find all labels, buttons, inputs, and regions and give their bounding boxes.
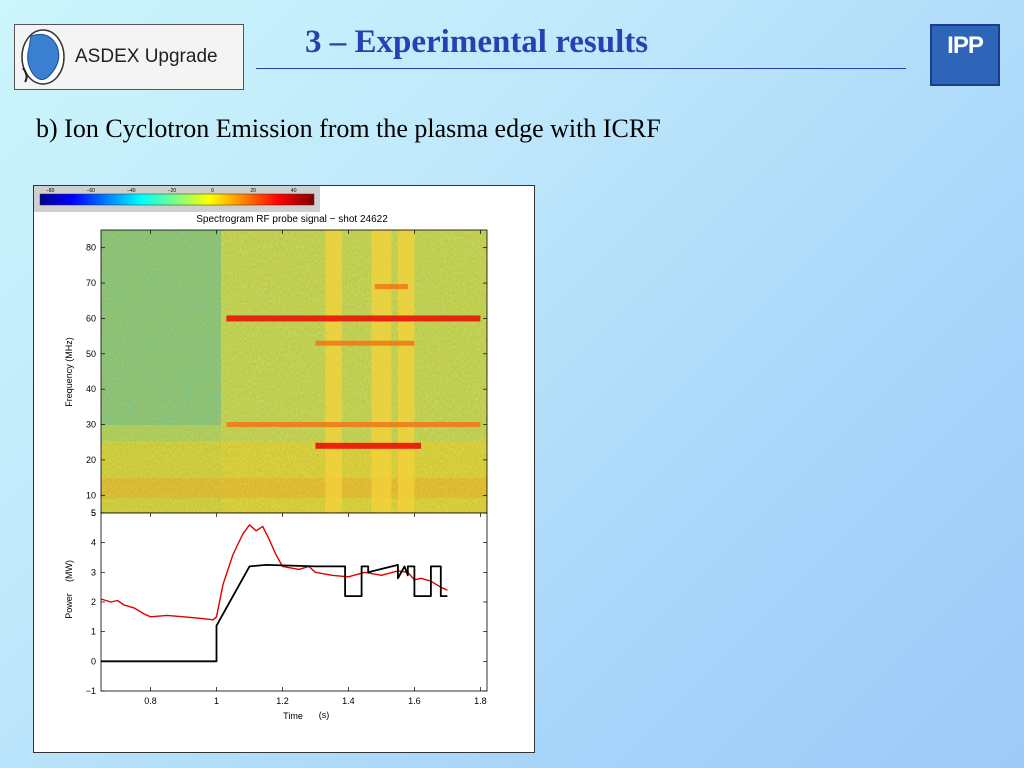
- spectrogram-y-tick-label: 30: [86, 420, 96, 430]
- title-rule: [256, 68, 906, 69]
- colorbar-tick-label: −40: [127, 188, 136, 194]
- power-x-tick-label: 0.8: [144, 696, 157, 706]
- colorbar: [39, 193, 315, 206]
- spectrogram-y-tick-label: 10: [86, 490, 96, 500]
- slide-subtitle: b) Ion Cyclotron Emission from the plasm…: [36, 114, 661, 143]
- emission-line: [226, 422, 481, 428]
- ipp-logo: IPP: [930, 24, 1000, 86]
- power-y-tick-label: 5: [91, 508, 96, 518]
- emission-line: [315, 340, 415, 346]
- spectrogram-burst: [397, 230, 415, 513]
- colorbar-tick-label: 40: [291, 188, 297, 194]
- spectrogram-ylabel: Frequency (MHz): [64, 337, 74, 407]
- power-y-tick-label: 2: [91, 597, 96, 607]
- spectrogram-y-tick-label: 50: [86, 349, 96, 359]
- page-title: 3 – Experimental results: [305, 24, 649, 60]
- colorbar-tick-label: −80: [46, 188, 55, 194]
- ipp-logo-text: IPP: [947, 32, 984, 59]
- spectrogram-y-tick-label: 40: [86, 384, 96, 394]
- colorbar-tick-label: −60: [86, 188, 95, 194]
- emission-line: [226, 315, 481, 322]
- spectrogram-y-tick-label: 80: [86, 243, 96, 253]
- colorbar-tick-label: 20: [250, 188, 256, 194]
- power-x-tick-label: 1.2: [276, 696, 289, 706]
- figure-svg: −80 −60 −40 −20 0 20 40 Spectrogram RF probe s…: [39, 188, 488, 721]
- spectrogram-burst: [325, 230, 342, 513]
- power-plot-frame: [100, 512, 488, 692]
- spectrogram-image: [101, 230, 487, 513]
- emission-line: [315, 442, 422, 449]
- power-ylabel: Power: [64, 593, 74, 619]
- power-y-tick-label: 4: [91, 538, 96, 548]
- power-y-tick-label: −1: [86, 686, 96, 696]
- power-x-tick-label: 1: [214, 696, 219, 706]
- power-xlabel: Time: [283, 711, 303, 721]
- spectrogram-y-tick-label: 60: [86, 313, 96, 323]
- logo-left-text: ASDEX Upgrade: [75, 46, 218, 67]
- power-y-tick-label: 3: [91, 567, 96, 577]
- colorbar-tick-label: −20: [168, 188, 177, 194]
- power-x-tick-label: 1.4: [342, 696, 355, 706]
- power-x-tick-label: 1.6: [408, 696, 421, 706]
- power-y-tick-label: 0: [91, 656, 96, 666]
- power-ylabel-unit: (MW): [64, 560, 74, 582]
- spectrogram-y-tick-label: 5: [91, 508, 96, 518]
- emission-line: [374, 284, 408, 290]
- asdex-upgrade-logo: ASDEX Upgrade: [14, 24, 244, 90]
- spectrogram-burst: [371, 230, 392, 513]
- colorbar-tick-label: 0: [211, 188, 214, 194]
- spectrogram-y-tick-label: 70: [86, 278, 96, 288]
- spectrogram-y-tick-label: 20: [86, 455, 96, 465]
- spectrogram-title: Spectrogram RF probe signal − shot 24622: [196, 214, 388, 225]
- black-power-trace: [101, 563, 448, 663]
- power-y-tick-label: 1: [91, 627, 96, 637]
- power-x-tick-label: 1.8: [474, 696, 487, 706]
- figure-panel: −80 −60 −40 −20 0 20 40 Spectrogram RF probe s…: [33, 185, 535, 753]
- asdex-plasma-logo-icon: [21, 29, 65, 85]
- power-xlabel-unit: (s): [319, 710, 330, 720]
